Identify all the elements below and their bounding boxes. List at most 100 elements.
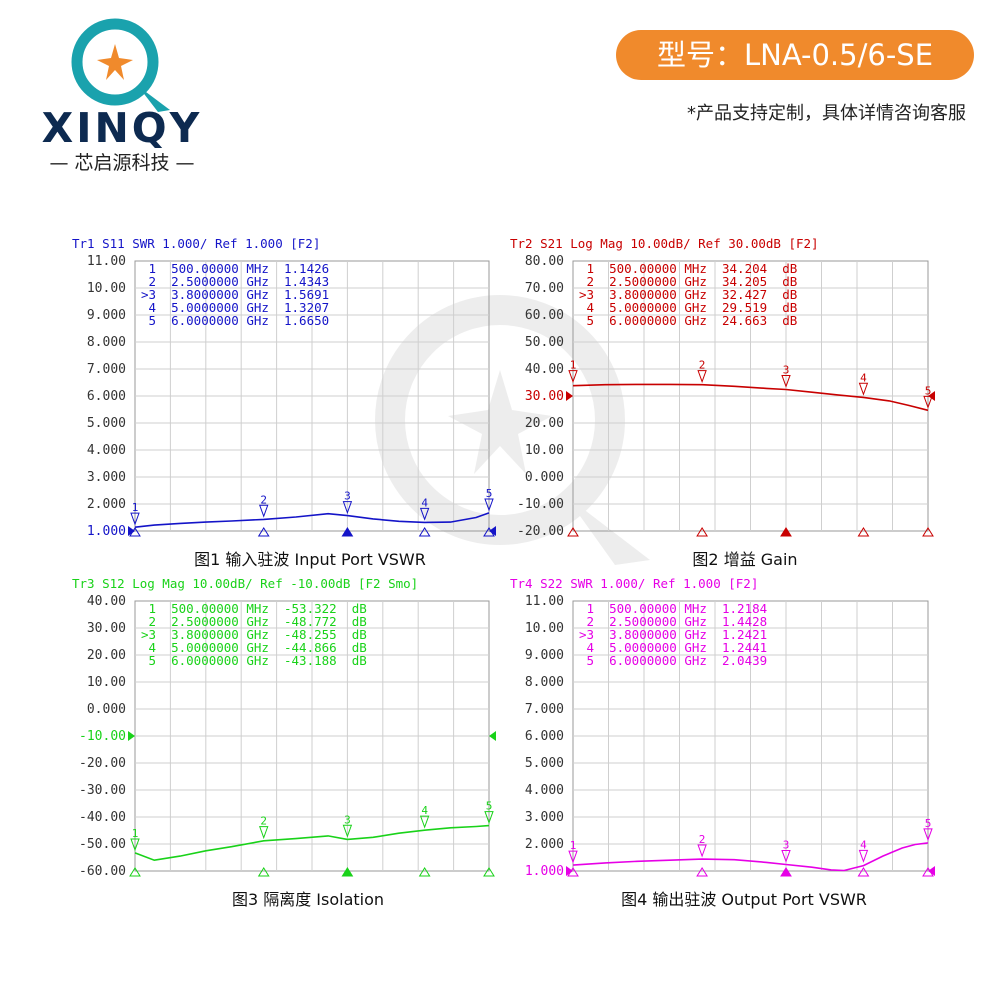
y-tick-label: 3.000 xyxy=(525,810,564,825)
y-tick-label: 8.000 xyxy=(87,335,126,350)
marker-readout: 1 500.00000 MHz 1.1426 xyxy=(141,261,329,276)
marker-label: 5 xyxy=(925,384,932,397)
y-tick-label: 70.00 xyxy=(525,281,564,296)
marker-label: 3 xyxy=(783,838,790,851)
marker-label: 1 xyxy=(132,501,139,514)
y-tick-label: 7.000 xyxy=(87,362,126,377)
marker-axis-triangle xyxy=(857,527,870,537)
marker-label: 2 xyxy=(699,359,706,372)
y-tick-label: -30.00 xyxy=(79,783,126,798)
brand-name: XINQY xyxy=(41,104,203,152)
marker-axis-triangle xyxy=(780,867,792,877)
y-tick-label: 50.00 xyxy=(525,335,564,350)
marker-axis-triangle xyxy=(257,527,270,537)
y-tick-label: 4.000 xyxy=(525,783,564,798)
marker-label: 5 xyxy=(925,817,932,830)
y-tick-label: 10.00 xyxy=(87,281,126,296)
y-tick-label: 60.00 xyxy=(525,308,564,323)
marker-triangle xyxy=(858,849,869,863)
marker-label: 4 xyxy=(421,496,428,509)
y-tick-label: 40.00 xyxy=(525,362,564,377)
marker-triangle xyxy=(259,826,269,840)
ref-arrow-right xyxy=(489,526,496,536)
marker-triangle xyxy=(484,498,494,512)
y-tick-label: -40.00 xyxy=(79,810,126,825)
ref-arrow-right xyxy=(489,731,496,741)
model-badge: 型号：LNA-0.5/6-SE xyxy=(616,30,974,80)
marker-axis-triangle xyxy=(129,867,141,877)
y-tick-label: -60.00 xyxy=(79,864,126,879)
marker-triangle xyxy=(568,370,578,384)
marker-label: 1 xyxy=(570,839,577,852)
ref-arrow-left xyxy=(128,526,135,536)
marker-readout: 4 5.0000000 GHz 29.519 dB xyxy=(579,300,797,315)
marker-readout: 2 2.5000000 GHz 1.4428 xyxy=(579,614,767,629)
marker-axis-triangle xyxy=(341,527,354,537)
y-tick-label: 7.000 xyxy=(525,702,564,717)
marker-readout: 5 6.0000000 GHz -43.188 dB xyxy=(141,653,367,668)
marker-axis-triangle xyxy=(418,527,431,537)
marker-triangle xyxy=(781,374,791,388)
y-tick-label: 10.00 xyxy=(525,443,564,458)
marker-label: 1 xyxy=(570,359,577,372)
marker-readout: 2 2.5000000 GHz 34.205 dB xyxy=(579,274,797,289)
ref-arrow-left xyxy=(566,391,573,401)
trace-line xyxy=(572,842,929,872)
marker-axis-triangle xyxy=(567,867,579,877)
marker-triangle xyxy=(130,838,140,852)
marker-readout: 2 2.5000000 GHz 1.4343 xyxy=(141,274,329,289)
y-tick-label: -20.00 xyxy=(517,524,564,539)
y-tick-label: 9.000 xyxy=(87,308,126,323)
marker-triangle xyxy=(923,828,933,842)
marker-readout: >3 3.8000000 GHz -48.255 dB xyxy=(141,627,367,642)
marker-axis-triangle xyxy=(567,527,579,537)
trace-header: Tr4 S22 SWR 1.000/ Ref 1.000 [F2] xyxy=(510,576,758,591)
marker-triangle xyxy=(697,370,707,384)
marker-label: 2 xyxy=(699,833,706,846)
y-tick-label: -50.00 xyxy=(79,837,126,852)
marker-readout: 4 5.0000000 GHz -44.866 dB xyxy=(141,640,367,655)
marker-label: 5 xyxy=(486,487,493,500)
marker-readout: 4 5.0000000 GHz 1.2441 xyxy=(579,640,767,655)
trace-line xyxy=(134,824,490,862)
ref-arrow-left xyxy=(128,731,135,741)
marker-readout: 4 5.0000000 GHz 1.3207 xyxy=(141,300,329,315)
y-tick-label: 10.00 xyxy=(525,621,564,636)
marker-axis-triangle xyxy=(696,527,708,537)
brand-subtitle: — 芯启源科技 — xyxy=(49,152,195,174)
trace-line xyxy=(572,383,929,412)
marker-readout: >3 3.8000000 GHz 1.2421 xyxy=(579,627,767,642)
marker-readout: 5 6.0000000 GHz 2.0439 xyxy=(579,653,767,668)
marker-axis-triangle xyxy=(922,527,934,537)
caption-chart-1: 图1 输入驻波 Input Port VSWR xyxy=(194,550,426,569)
y-tick-label: 1.000 xyxy=(525,864,564,879)
marker-readout: >3 3.8000000 GHz 32.427 dB xyxy=(579,287,797,302)
marker-triangle xyxy=(342,824,353,838)
marker-triangle xyxy=(568,850,578,864)
chart-3: Tr3 S12 Log Mag 10.00dB/ Ref -10.00dB [F… xyxy=(72,576,496,879)
y-tick-label: 11.00 xyxy=(87,254,126,269)
marker-readout: 2 2.5000000 GHz -48.772 dB xyxy=(141,614,367,629)
marker-triangle xyxy=(259,504,269,518)
y-tick-label: 1.000 xyxy=(87,524,126,539)
y-tick-label: 0.000 xyxy=(525,470,564,485)
marker-label: 2 xyxy=(260,493,267,506)
marker-readout: 5 6.0000000 GHz 24.663 dB xyxy=(579,313,797,328)
caption-chart-4: 图4 输出驻波 Output Port VSWR xyxy=(621,890,867,909)
y-tick-label: 5.000 xyxy=(87,416,126,431)
y-tick-label: 40.00 xyxy=(87,594,126,609)
marker-triangle xyxy=(484,811,494,825)
y-tick-label: -20.00 xyxy=(79,756,126,771)
marker-readout: 1 500.00000 MHz 34.204 dB xyxy=(579,261,797,276)
trace-header: Tr2 S21 Log Mag 10.00dB/ Ref 30.00dB [F2… xyxy=(510,236,819,251)
marker-axis-triangle xyxy=(922,867,934,877)
marker-triangle xyxy=(342,501,353,515)
chart-4: Tr4 S22 SWR 1.000/ Ref 1.000 [F2] 11.00 10… xyxy=(510,576,935,879)
marker-triangle xyxy=(858,382,869,396)
y-tick-label: 30.00 xyxy=(87,621,126,636)
y-tick-label: -10.00 xyxy=(517,497,564,512)
marker-axis-triangle xyxy=(341,867,354,877)
trace-header: Tr1 S11 SWR 1.000/ Ref 1.000 [F2] xyxy=(72,236,320,251)
company-logo xyxy=(71,18,170,112)
